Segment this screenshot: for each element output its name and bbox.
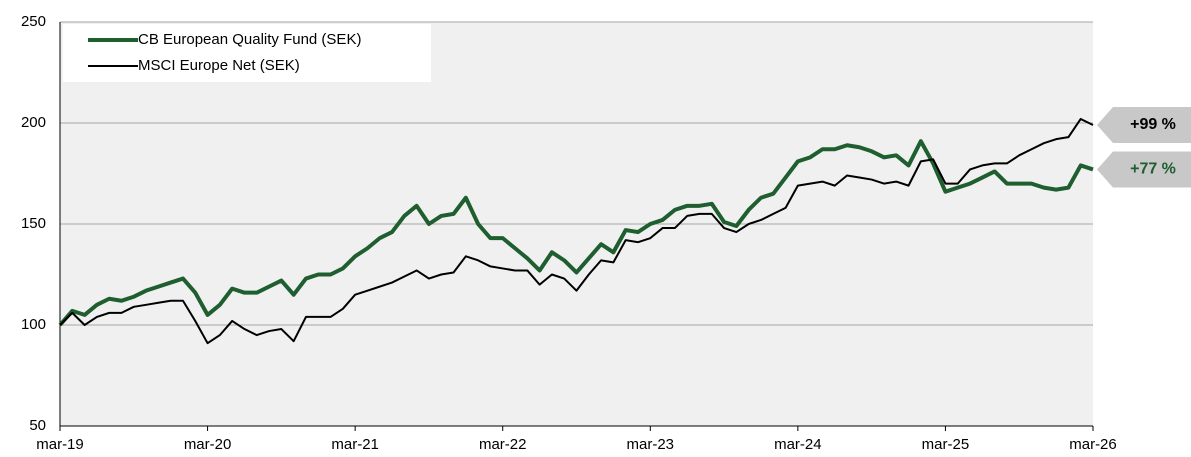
y-tick-label: 100 (21, 316, 46, 333)
x-tick-label: mar-26 (1069, 436, 1117, 453)
badge-shape (1097, 107, 1191, 144)
end-label: +77 % (1130, 161, 1176, 178)
legend: CB European Quality Fund (SEK) MSCI Europ… (63, 24, 431, 82)
series-line (59, 117, 1094, 345)
end-badge: +77 % (1097, 151, 1191, 188)
x-tick-label: mar-21 (331, 436, 379, 453)
y-tick-label: 250 (21, 13, 46, 30)
x-tick-label: mar-23 (627, 436, 675, 453)
end-label: +99 % (1130, 116, 1176, 133)
legend-box (63, 24, 431, 82)
legend-label: CB European Quality Fund (SEK) (138, 31, 361, 48)
y-tick-label: 50 (29, 417, 46, 434)
x-tick-label: mar-24 (774, 436, 822, 453)
end-badge: +99 % (1097, 107, 1191, 144)
x-tick-label: mar-22 (479, 436, 527, 453)
y-tick-label: 150 (21, 215, 46, 232)
legend-label: MSCI Europe Net (SEK) (138, 57, 300, 74)
series-line (58, 139, 1094, 327)
y-tick-label: 200 (21, 114, 46, 131)
x-tick-label: mar-20 (184, 436, 232, 453)
x-tick-label: mar-19 (36, 436, 84, 453)
badge-shape (1097, 151, 1191, 188)
x-tick-label: mar-25 (922, 436, 970, 453)
